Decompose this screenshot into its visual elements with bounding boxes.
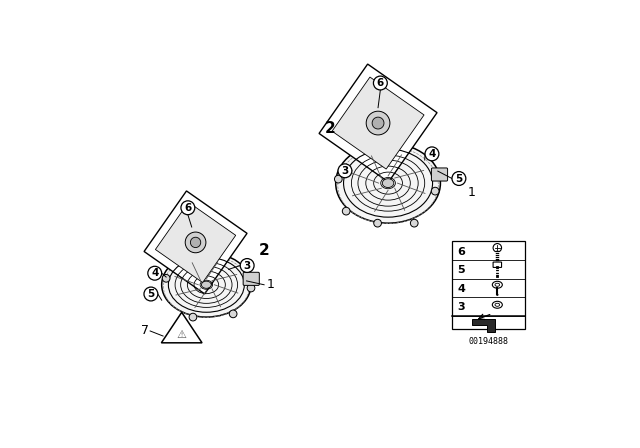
Text: 6: 6: [458, 247, 465, 257]
Circle shape: [338, 164, 352, 178]
Ellipse shape: [336, 143, 440, 223]
Circle shape: [144, 287, 158, 301]
Circle shape: [240, 258, 254, 272]
Polygon shape: [319, 64, 437, 182]
Circle shape: [342, 207, 350, 215]
Text: 5: 5: [455, 173, 463, 184]
Polygon shape: [161, 312, 202, 343]
Text: 1: 1: [468, 186, 476, 199]
Circle shape: [148, 266, 162, 280]
Text: 1: 1: [266, 278, 275, 291]
FancyBboxPatch shape: [431, 168, 447, 181]
Circle shape: [374, 220, 381, 227]
Circle shape: [335, 175, 342, 183]
Circle shape: [185, 232, 206, 253]
Ellipse shape: [495, 303, 500, 306]
FancyBboxPatch shape: [493, 262, 502, 267]
Ellipse shape: [492, 302, 502, 308]
Text: 5: 5: [458, 265, 465, 275]
Ellipse shape: [492, 281, 502, 288]
Ellipse shape: [382, 179, 394, 188]
Text: 6: 6: [184, 203, 191, 213]
Circle shape: [410, 220, 418, 227]
Polygon shape: [156, 202, 236, 283]
Circle shape: [247, 284, 255, 292]
Polygon shape: [332, 77, 424, 169]
Text: 3: 3: [244, 260, 251, 271]
Circle shape: [373, 76, 387, 90]
Circle shape: [493, 244, 502, 252]
Text: 5: 5: [147, 289, 154, 299]
Text: 2: 2: [325, 121, 336, 136]
Circle shape: [190, 237, 201, 248]
Circle shape: [189, 313, 196, 321]
Text: 3: 3: [458, 302, 465, 312]
Text: 00194888: 00194888: [468, 337, 509, 346]
Ellipse shape: [495, 283, 500, 286]
Circle shape: [163, 275, 170, 282]
Bar: [452, 241, 525, 329]
Circle shape: [496, 293, 499, 296]
Polygon shape: [144, 191, 247, 294]
Circle shape: [431, 187, 439, 195]
Polygon shape: [472, 319, 495, 332]
Text: 6: 6: [377, 78, 384, 88]
Circle shape: [366, 111, 390, 135]
Text: 3: 3: [341, 166, 349, 176]
Text: 4: 4: [428, 149, 436, 159]
FancyBboxPatch shape: [243, 272, 259, 285]
Ellipse shape: [202, 281, 211, 289]
Text: 7: 7: [141, 324, 148, 337]
Circle shape: [372, 117, 384, 129]
Text: 4: 4: [458, 284, 465, 293]
Circle shape: [181, 201, 195, 215]
Text: 4: 4: [151, 268, 159, 278]
Circle shape: [452, 172, 466, 185]
Circle shape: [425, 147, 439, 161]
Circle shape: [229, 310, 237, 318]
Text: ⚠: ⚠: [177, 330, 187, 340]
Ellipse shape: [162, 252, 251, 317]
Text: 2: 2: [259, 243, 269, 258]
